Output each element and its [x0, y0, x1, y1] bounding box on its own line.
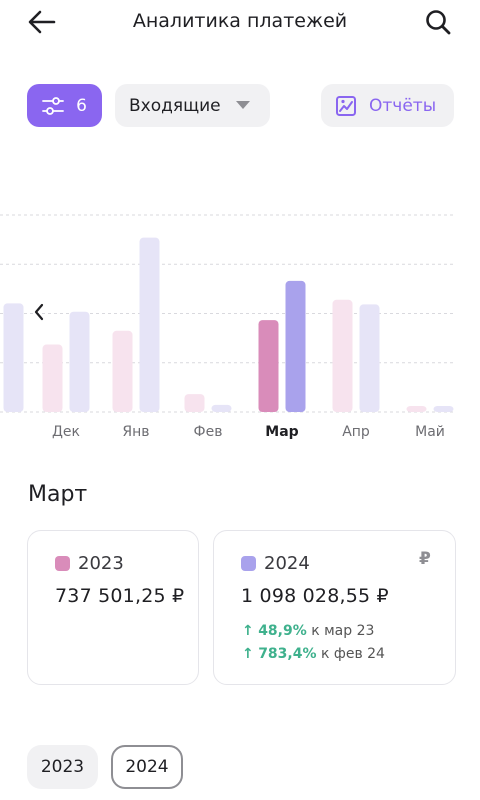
- bar-2024-Мар[interactable]: [285, 280, 306, 412]
- sliders-icon: [42, 96, 64, 115]
- month-title: Март: [28, 482, 88, 507]
- bar-2023-Дек[interactable]: [42, 344, 63, 412]
- arrow-up-icon: ↑: [242, 646, 254, 662]
- x-tick-label[interactable]: Дек: [52, 424, 80, 440]
- filter-count: 6: [76, 95, 87, 116]
- delta-row-2: ↑ 783,4% к фев 24: [242, 646, 385, 662]
- chevron-left-icon: [34, 303, 44, 321]
- year-chip-2024[interactable]: 2024: [111, 745, 183, 789]
- back-button[interactable]: [24, 6, 60, 38]
- filter-button[interactable]: 6: [27, 84, 102, 127]
- payments-bar-chart[interactable]: Дек Янв Фев Мар Апр Май: [0, 200, 480, 450]
- payment-type-value: Входящие: [129, 95, 221, 116]
- arrow-left-icon: [28, 10, 56, 34]
- amount-2023: 737 501,25 ₽: [55, 585, 185, 607]
- arrow-up-icon: ↑: [242, 623, 254, 639]
- reports-label: Отчёты: [369, 95, 437, 116]
- bar-2023-Фев[interactable]: [184, 394, 205, 412]
- delta-percent: 783,4%: [258, 646, 317, 662]
- x-tick-label[interactable]: Янв: [122, 424, 149, 440]
- bar-2024-Фев[interactable]: [211, 404, 232, 412]
- header: Аналитика платежей: [0, 0, 480, 44]
- year-label-2024: 2024: [264, 553, 310, 574]
- bar-2023-Май[interactable]: [406, 406, 427, 412]
- year-label-2023: 2023: [78, 553, 124, 574]
- payment-type-select[interactable]: Входящие: [115, 84, 270, 127]
- chart-canvas: Дек Янв Фев Мар Апр Май: [0, 214, 454, 440]
- page-title: Аналитика платежей: [132, 10, 348, 32]
- x-tick-label[interactable]: Май: [415, 424, 445, 440]
- bar-2024-prev[interactable]: [3, 303, 24, 412]
- summary-card-2023: 2023 737 501,25 ₽: [27, 530, 199, 685]
- ruble-icon[interactable]: ₽: [419, 549, 431, 569]
- chart-prev-button[interactable]: [28, 300, 50, 324]
- bar-2024-Дек[interactable]: [69, 311, 90, 412]
- delta-percent: 48,9%: [258, 623, 307, 639]
- image-chart-icon: [336, 95, 356, 116]
- x-tick-label[interactable]: Фев: [194, 424, 223, 440]
- caret-down-icon: [236, 101, 250, 109]
- search-icon: [426, 10, 451, 35]
- x-tick-label[interactable]: Апр: [342, 424, 370, 440]
- bar-2023-Янв[interactable]: [112, 330, 133, 412]
- legend-2023: 2023: [55, 553, 124, 574]
- bar-2024-Янв[interactable]: [139, 237, 160, 412]
- bar-2024-Май[interactable]: [433, 406, 454, 412]
- delta-text: к мар 23: [311, 623, 375, 639]
- bar-2023-Мар[interactable]: [258, 320, 279, 412]
- amount-2024: 1 098 028,55 ₽: [241, 585, 389, 607]
- x-tick-label[interactable]: Мар: [265, 424, 298, 440]
- reports-button[interactable]: Отчёты: [321, 84, 454, 127]
- legend-2024: 2024: [241, 553, 310, 574]
- delta-text: к фев 24: [320, 646, 385, 662]
- bar-2024-Апр[interactable]: [359, 304, 380, 412]
- swatch-2023: [55, 556, 70, 571]
- swatch-2024: [241, 556, 256, 571]
- search-button[interactable]: [422, 6, 454, 38]
- delta-row-1: ↑ 48,9% к мар 23: [242, 623, 374, 639]
- year-chip-2023[interactable]: 2023: [27, 745, 98, 789]
- bar-2023-Апр[interactable]: [332, 299, 353, 412]
- summary-card-2024: 2024 ₽ 1 098 028,55 ₽ ↑ 48,9% к мар 23 ↑…: [213, 530, 456, 685]
